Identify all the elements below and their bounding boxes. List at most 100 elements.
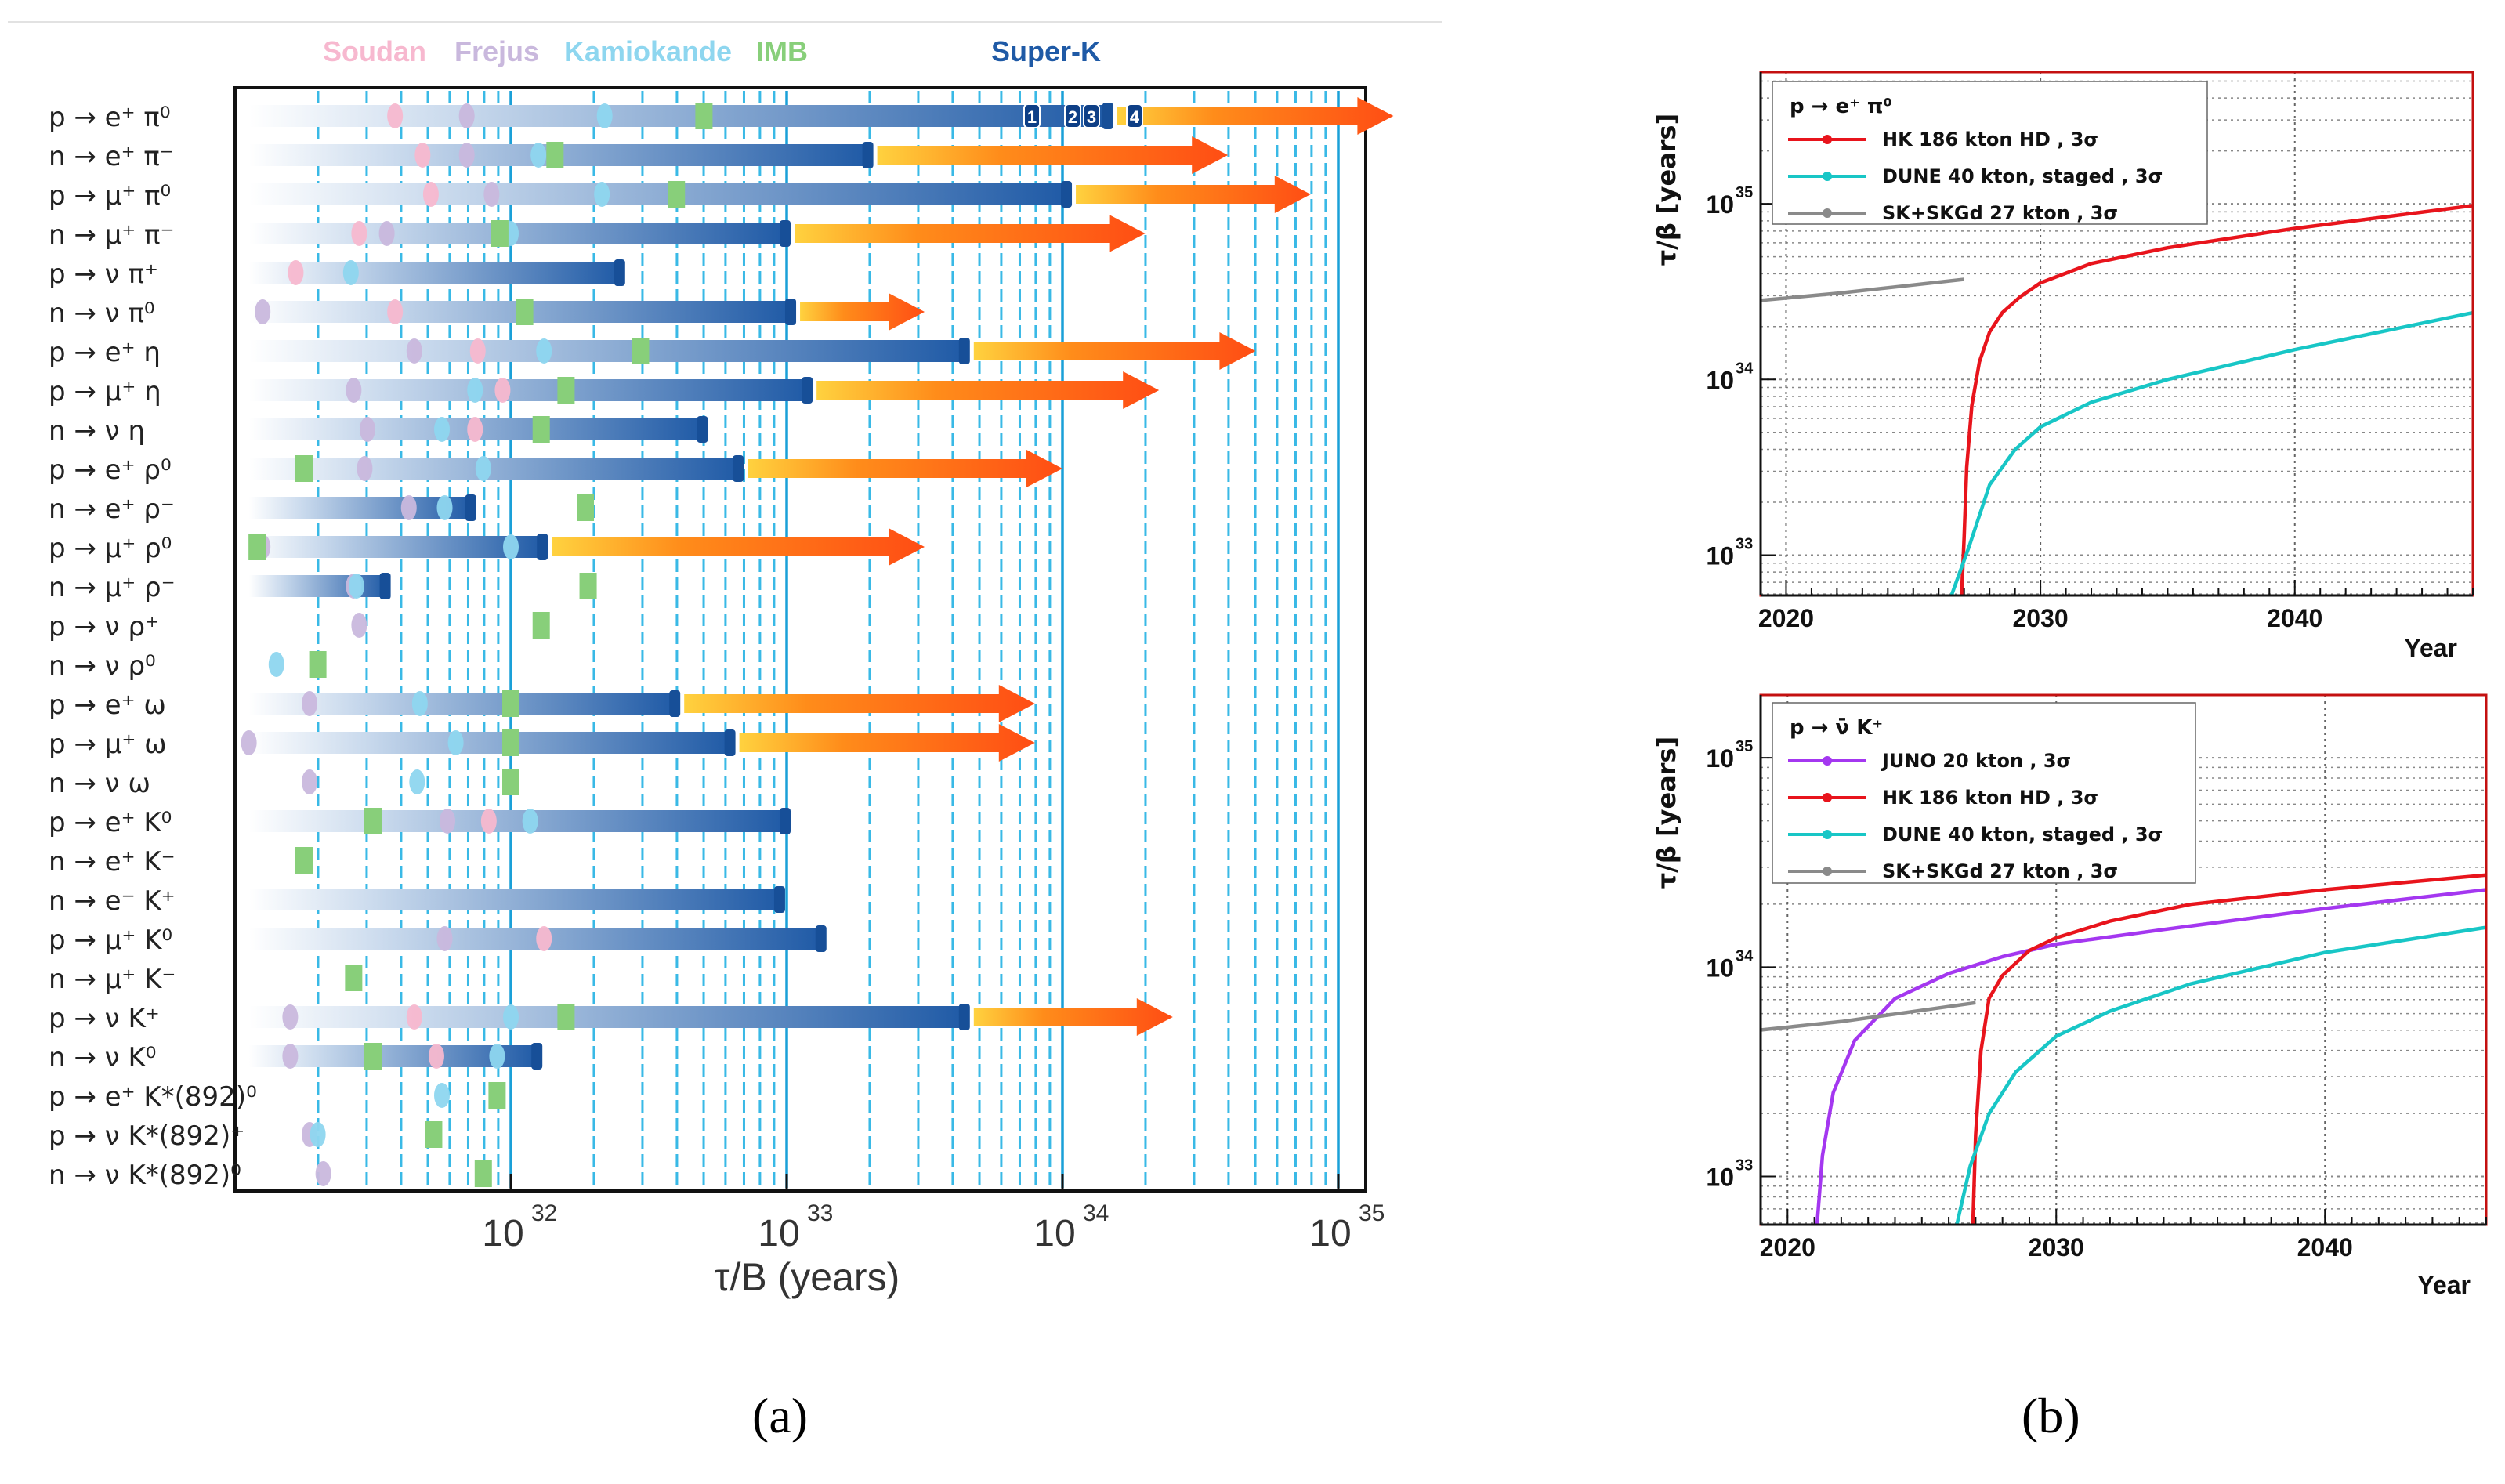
panel-b-top-series: [1760, 204, 2474, 596]
decay-row: n → μ⁺ ρ⁻: [49, 572, 597, 603]
y-tick-exponent: 34: [1736, 947, 1754, 965]
x-tick-label: 2040: [2297, 1233, 2353, 1261]
decay-mode-label: n → ν K*(892)⁰: [49, 1160, 241, 1191]
legend-entry-label: HK 186 kton HD , 3σ: [1882, 128, 2098, 150]
imb-marker: [502, 769, 519, 795]
decay-row: p → e⁺ η: [49, 332, 1256, 370]
panel-a-x-ticks: 10 32 10 33 10 34 10 35: [482, 1174, 1385, 1254]
superk-limit-bar: [249, 889, 781, 910]
decay-row: n → ν K⁰: [49, 1042, 543, 1073]
frejus-marker: [406, 338, 422, 364]
legend-entry-soudan: Soudan: [323, 35, 426, 67]
legend-box: [1772, 81, 2208, 225]
legend-entry-imb: IMB: [756, 35, 808, 67]
decay-row: p → ν K*(892)⁺: [49, 1120, 443, 1152]
kamiokande-marker: [475, 456, 491, 481]
kamiokande-marker: [411, 691, 428, 716]
decay-mode-label: p → ν π⁺: [49, 259, 158, 290]
superk-bar-end: [780, 220, 791, 247]
decay-mode-label: n → μ⁺ K⁻: [49, 964, 176, 995]
decay-row: n → μ⁺ π⁻: [49, 215, 1146, 252]
imb-marker: [557, 1004, 575, 1030]
decay-row: n → ν ρ⁰: [49, 650, 327, 682]
frejus-marker: [436, 926, 453, 951]
frejus-marker: [302, 769, 318, 794]
y-tick-exponent: 35: [1736, 738, 1753, 755]
decay-mode-label: n → ν η: [49, 415, 145, 447]
panel-a-lifetime-limits: Soudan Frejus Kamiokande IMB Super-K p → e⁺ …: [8, 21, 1442, 1299]
soudan-marker: [422, 182, 439, 207]
decay-mode-label: p → ν K⁺: [49, 1003, 160, 1034]
superk-mark-label: 1: [1027, 107, 1037, 127]
superk-limit-bar: [249, 810, 787, 832]
soudan-marker: [387, 103, 404, 128]
decay-row: p → ν π⁺: [49, 259, 625, 290]
superk-limit-bar: [249, 497, 472, 519]
frejus-marker: [359, 417, 375, 442]
imb-marker: [668, 181, 686, 208]
decay-mode-label: p → e⁺ ω: [49, 690, 166, 721]
panel-a-legend: Soudan Frejus Kamiokande IMB Super-K: [323, 35, 1101, 67]
frejus-marker: [346, 378, 362, 403]
decay-mode-label: p → e⁺ ρ⁰: [49, 454, 172, 486]
decay-row: p → ν ρ⁺: [49, 611, 550, 642]
soudan-marker: [469, 338, 486, 364]
legend-entry-label: DUNE 40 kton, staged , 3σ: [1882, 823, 2163, 845]
decay-mode-label: n → μ⁺ ρ⁻: [49, 572, 176, 603]
y-tick-label: 10: [1706, 190, 1734, 219]
superk-bar-end: [614, 259, 625, 286]
decay-mode-label: p → μ⁺ η: [49, 376, 161, 407]
decay-mode-label: p → e⁺ π⁰: [49, 102, 170, 133]
imb-marker: [695, 103, 713, 129]
decay-row: p → μ⁺ K⁰: [49, 925, 827, 956]
imb-marker: [425, 1121, 443, 1148]
decay-row: n → μ⁺ K⁻: [49, 964, 363, 995]
legend-swatch-dot: [1823, 172, 1832, 181]
kamiokande-marker: [467, 378, 483, 403]
legend-entry-label: HK 186 kton HD , 3σ: [1882, 787, 2098, 809]
superk-mark-label: 2: [1068, 107, 1077, 127]
y-axis-title: τ/β [years]: [1652, 737, 1681, 889]
kamiokande-marker: [596, 103, 613, 128]
legend-swatch-dot: [1823, 830, 1832, 839]
imb-marker: [488, 1082, 506, 1109]
x-tick-label: 2020: [1760, 1233, 1815, 1261]
kamiokande-marker: [594, 182, 610, 207]
frejus-marker: [440, 809, 456, 834]
future-sensitivity-arrow: [684, 685, 1035, 722]
imb-marker: [491, 220, 509, 247]
imb-marker: [502, 729, 519, 756]
superk-mark-box: [1083, 103, 1100, 128]
future-sensitivity-arrow: [973, 332, 1256, 370]
imb-marker: [364, 1043, 382, 1070]
legend-entry-label: DUNE 40 kton, staged , 3σ: [1882, 165, 2163, 187]
frejus-marker: [302, 691, 318, 716]
decay-row: p → μ⁺ π⁰: [49, 176, 1311, 213]
x-tick-exponent: 33: [807, 1200, 833, 1226]
legend-title: p → ν̄ K⁺: [1790, 716, 1883, 740]
superk-mark-box: [1064, 103, 1081, 128]
frejus-marker: [483, 182, 500, 207]
legend-entry-label: SK+SKGd 27 kton , 3σ: [1882, 860, 2118, 882]
series-line: [1815, 888, 2487, 1225]
kamiokande-marker: [348, 574, 364, 599]
kamiokande-marker: [447, 730, 464, 755]
decay-mode-label: n → e⁺ K⁻: [49, 846, 176, 878]
superk-bar-end: [958, 338, 970, 364]
decay-mode-label: n → ν ω: [49, 768, 150, 799]
superk-limit-bar: [249, 183, 1069, 205]
frejus-marker: [255, 299, 271, 324]
panel-b-bottom-legend: p → ν̄ K⁺ JUNO 20 kton , 3σ HK 186 kton HD…: [1772, 702, 2196, 884]
x-axis-title: Year: [2417, 1271, 2471, 1299]
soudan-marker: [428, 1044, 444, 1069]
frejus-marker: [351, 613, 367, 638]
x-tick-label: 2020: [1758, 604, 1814, 632]
superk-limit-bar: [249, 379, 809, 401]
decay-row: n → e⁺ K⁻: [49, 846, 313, 878]
imb-marker: [532, 612, 550, 639]
soudan-marker: [480, 809, 497, 834]
frejus-marker: [315, 1161, 331, 1186]
